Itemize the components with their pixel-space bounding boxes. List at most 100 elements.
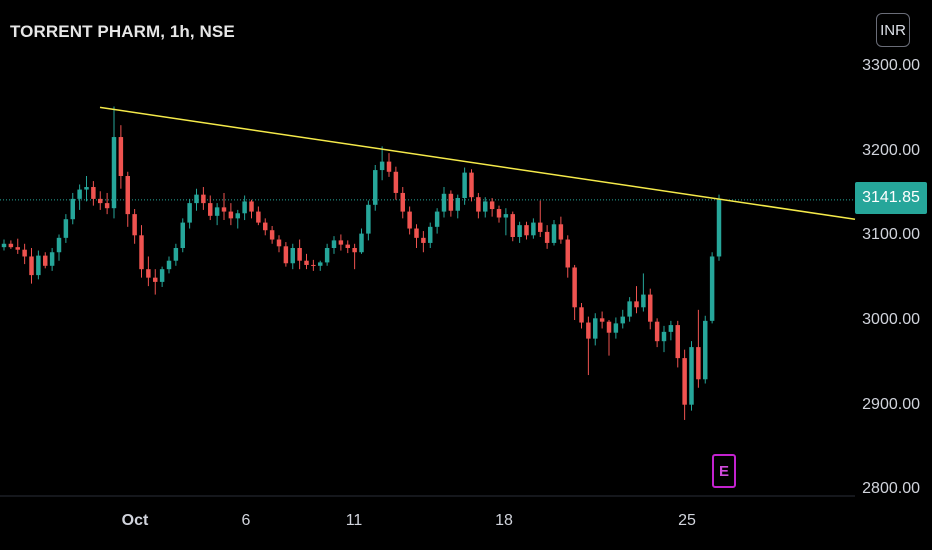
candle-down (256, 211, 261, 223)
y-tick-label: 3100.00 (862, 226, 920, 243)
candle-up (689, 347, 694, 405)
candle-up (49, 252, 55, 266)
candle-up (63, 219, 69, 238)
candle-up (428, 226, 433, 243)
candle-down (269, 230, 275, 240)
candle-up (84, 187, 89, 190)
candle-up (1, 243, 7, 248)
candle-up (551, 224, 557, 243)
candle-down (263, 222, 268, 231)
candle-up (517, 225, 522, 237)
candle-up (180, 222, 185, 249)
candle-down (146, 269, 151, 278)
candle-up (56, 237, 62, 253)
candle-up (455, 198, 460, 211)
candle-down (407, 211, 412, 229)
candle-down (400, 192, 405, 212)
candle-down (201, 194, 206, 204)
y-tick-label: 3200.00 (862, 142, 920, 159)
candle-down (98, 198, 103, 204)
candle-down (249, 201, 254, 212)
candle-up (661, 331, 667, 342)
candle-down (29, 256, 34, 276)
candle-up (620, 316, 625, 324)
candle-up (166, 260, 172, 270)
candle-down (682, 358, 687, 405)
candle-up (318, 262, 323, 266)
candle-down (648, 294, 653, 322)
candle-down (8, 243, 14, 248)
candle-down (386, 161, 392, 172)
candle-down (544, 231, 550, 243)
candle-up (366, 204, 371, 234)
candle-down (125, 176, 130, 215)
candle-up (214, 207, 220, 216)
candle-down (448, 193, 454, 211)
earnings-event-marker[interactable]: E (712, 454, 736, 488)
candle-down (654, 321, 660, 342)
candle-down (208, 203, 213, 216)
candle-down (283, 246, 289, 264)
y-tick-label: 2800.00 (862, 480, 920, 497)
candle-up (111, 137, 117, 209)
candle-down (352, 248, 357, 253)
candle-up (483, 201, 488, 212)
x-tick-label: Oct (121, 512, 149, 529)
y-tick-label: 3300.00 (862, 57, 920, 74)
candle-down (132, 214, 137, 236)
candle-down (338, 240, 344, 245)
candle-up (36, 255, 41, 276)
candle-down (393, 171, 399, 193)
candle-up (331, 240, 337, 249)
y-tick-label: 2900.00 (862, 396, 920, 413)
candle-up (159, 269, 165, 282)
candle-down (345, 244, 350, 249)
candle-up (173, 248, 179, 261)
candle-down (469, 172, 474, 198)
candle-down (558, 224, 564, 240)
trend-line (99, 106, 856, 220)
candle-down (421, 237, 426, 243)
candle-down (304, 260, 309, 265)
candle-up (716, 199, 722, 257)
candle-down (91, 187, 96, 199)
candle-down (276, 239, 282, 247)
candle-up (593, 318, 598, 339)
candle-down (510, 214, 515, 237)
candle-down (153, 277, 158, 282)
candle-up (462, 172, 467, 199)
candle-down (489, 201, 495, 210)
candle-down (696, 347, 701, 380)
candle-down (139, 235, 144, 270)
candles-group (1, 106, 722, 420)
candle-up (709, 256, 715, 321)
candle-up (194, 194, 199, 204)
candle-up (703, 320, 708, 380)
currency-button[interactable]: INR (876, 13, 910, 47)
candle-down (572, 267, 577, 308)
candle-up (668, 325, 674, 332)
candle-up (379, 161, 385, 171)
x-tick-label: 18 (495, 512, 513, 529)
candle-down (118, 137, 124, 177)
candle-up (290, 248, 295, 264)
candle-down (675, 325, 680, 359)
candle-up (441, 193, 447, 212)
candle-up (359, 233, 364, 253)
candle-up (235, 213, 240, 219)
x-tick-label: 25 (678, 512, 696, 529)
candle-down (586, 322, 591, 339)
x-tick-label: 6 (241, 512, 251, 529)
candle-down (496, 209, 502, 218)
candle-down (297, 248, 302, 261)
candle-up (77, 189, 82, 199)
last-price-badge: 3141.85 (855, 182, 927, 214)
candle-up (242, 201, 247, 214)
candle-down (565, 239, 570, 268)
candle-down (221, 207, 227, 212)
candle-up (503, 214, 509, 218)
candle-down (606, 321, 612, 333)
candle-up (373, 170, 378, 205)
candle-down (104, 203, 110, 209)
